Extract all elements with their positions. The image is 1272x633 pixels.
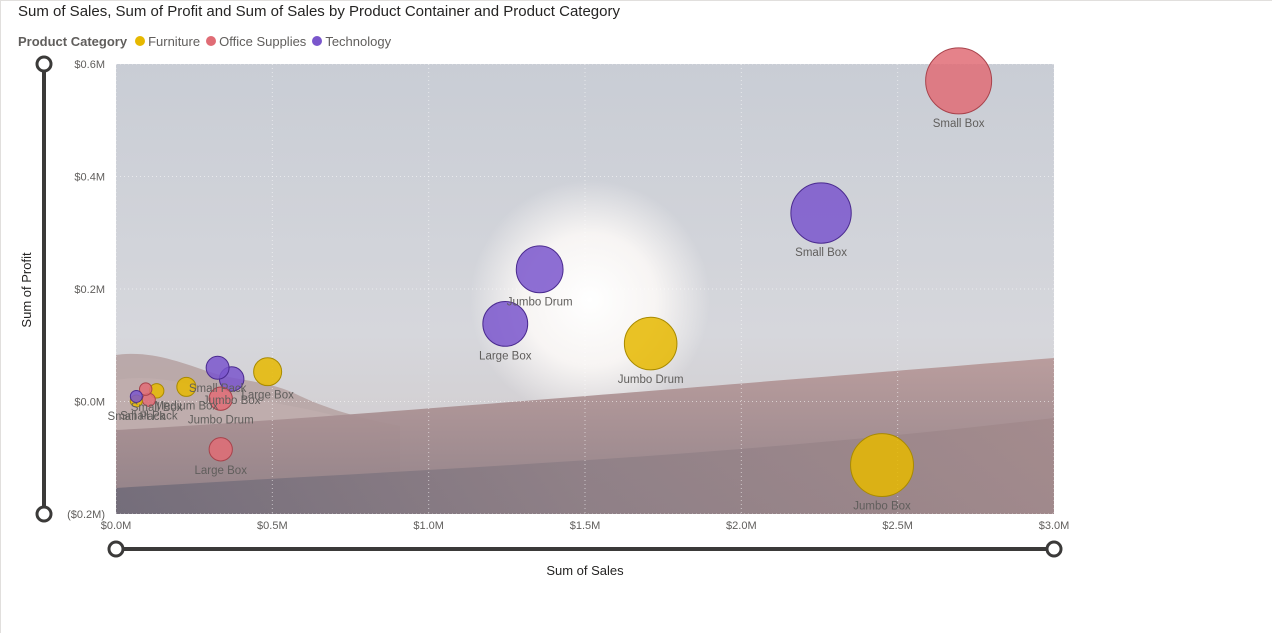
bubble-furniture-jumbo-drum[interactable] bbox=[623, 316, 678, 371]
y-tick-label: ($0.2M) bbox=[67, 509, 105, 521]
point-label: Small Box bbox=[131, 402, 183, 414]
point-label: Small Box bbox=[795, 247, 847, 259]
x-zoom-slider-right-handle[interactable] bbox=[1045, 540, 1063, 558]
legend-label: Office Supplies bbox=[219, 33, 307, 49]
chart-title: Sum of Sales, Sum of Profit and Sum of S… bbox=[18, 3, 620, 20]
point-label: Small Box bbox=[933, 118, 985, 130]
point-label: Jumbo Drum bbox=[188, 414, 254, 426]
point-label: Large Box bbox=[195, 465, 248, 477]
bubble-technology-jumbo-drum[interactable] bbox=[515, 245, 564, 294]
legend-marker bbox=[312, 36, 323, 46]
bubble-office-supplies-medium-box[interactable] bbox=[139, 382, 153, 396]
legend-marker bbox=[135, 36, 146, 46]
point-label: Large Box bbox=[479, 350, 532, 362]
point-label: Jumbo Drum bbox=[507, 297, 573, 309]
legend-label: Furniture bbox=[148, 33, 201, 49]
legend-title: Product Category bbox=[18, 33, 128, 49]
legend-label: Technology bbox=[325, 33, 392, 49]
bubble-technology-small-box[interactable] bbox=[790, 182, 852, 244]
bubble-office-supplies-small-box[interactable] bbox=[925, 47, 993, 115]
bubble-technology-large-box[interactable] bbox=[482, 300, 529, 347]
y-zoom-slider[interactable] bbox=[35, 55, 53, 523]
point-label: Small Pack bbox=[189, 383, 247, 395]
y-zoom-slider-bottom-handle[interactable] bbox=[35, 505, 53, 523]
bubble-furniture-medium-box[interactable] bbox=[176, 376, 197, 397]
point-label: Small Pack bbox=[120, 410, 178, 422]
x-zoom-slider[interactable] bbox=[107, 540, 1063, 558]
y-tick-label: $0.2M bbox=[74, 284, 105, 296]
x-tick-label: $0.0M bbox=[101, 520, 132, 532]
y-zoom-slider-top-handle[interactable] bbox=[35, 55, 53, 73]
bubble-technology-medium-box[interactable] bbox=[129, 389, 143, 403]
x-zoom-slider-left-handle[interactable] bbox=[107, 540, 125, 558]
x-tick-label: $1.0M bbox=[413, 520, 444, 532]
legend-item-technology[interactable]: Technology bbox=[312, 34, 391, 49]
legend-marker bbox=[206, 36, 217, 46]
x-axis-ticks: $0.0M $0.5M $1.0M $1.5M $2.0M $2.5M $3.0M bbox=[101, 520, 1070, 532]
x-tick-label: $0.5M bbox=[257, 520, 288, 532]
x-tick-label: $2.5M bbox=[882, 520, 913, 532]
bubble-technology-small-pack[interactable] bbox=[205, 355, 230, 380]
x-tick-label: $2.0M bbox=[726, 520, 757, 532]
bubble-office-supplies-jumbo-drum[interactable] bbox=[208, 386, 233, 411]
y-tick-label: $0.0M bbox=[74, 397, 105, 409]
bubble-office-supplies-large-box[interactable] bbox=[208, 437, 233, 462]
y-axis-title: Sum of Profit bbox=[19, 252, 34, 328]
x-axis-title: Sum of Sales bbox=[546, 563, 624, 578]
point-label: Large Box bbox=[241, 390, 294, 402]
visual-top-border bbox=[0, 0, 1272, 1]
bubble-layer bbox=[129, 47, 993, 498]
point-label: Jumbo Box bbox=[203, 395, 261, 407]
y-tick-label: $0.6M bbox=[74, 59, 105, 71]
legend-item-furniture[interactable]: Furniture bbox=[135, 34, 200, 49]
gridlines bbox=[115, 63, 1055, 515]
y-tick-label: $0.4M bbox=[74, 172, 105, 184]
point-label: Jumbo Drum bbox=[618, 374, 684, 386]
point-label: Jumbo Box bbox=[853, 501, 911, 513]
x-tick-label: $1.5M bbox=[570, 520, 601, 532]
point-label: Medium Box bbox=[154, 400, 218, 412]
y-axis-ticks: ($0.2M) $0.0M $0.2M $0.4M $0.6M bbox=[67, 59, 105, 521]
legend-item-office-supplies[interactable]: Office Supplies bbox=[206, 34, 306, 49]
x-tick-label: $3.0M bbox=[1039, 520, 1070, 532]
bubble-furniture-jumbo-box[interactable] bbox=[850, 433, 914, 498]
point-label: Small Pack bbox=[108, 411, 166, 423]
bubble-furniture-large-box[interactable] bbox=[253, 357, 283, 387]
visual-left-border bbox=[0, 0, 1, 633]
legend: Product Category Furniture Office Suppli… bbox=[18, 33, 397, 49]
